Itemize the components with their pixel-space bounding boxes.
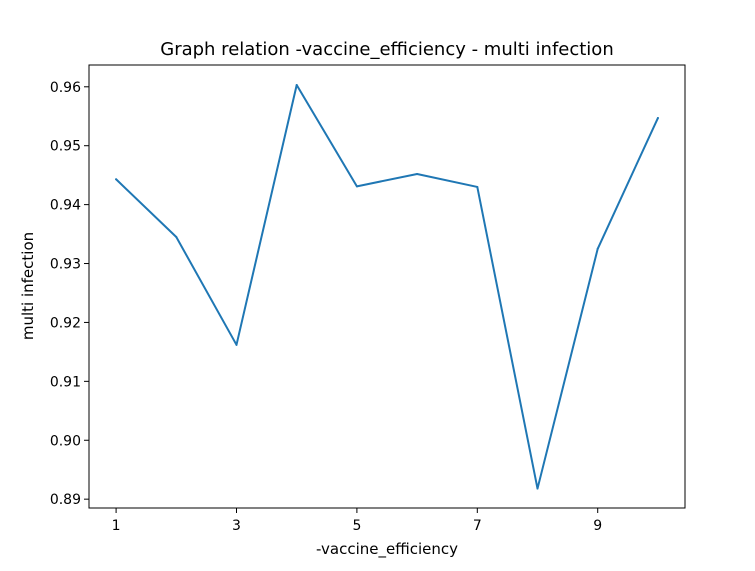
y-tick-label: 0.93 [50, 257, 81, 273]
y-tick-label: 0.91 [50, 374, 81, 390]
series-line [115, 84, 659, 490]
x-tick-label: 7 [473, 518, 482, 534]
y-axis: 0.89 0.90 0.91 0.92 0.93 0.94 0.95 0.96 [50, 80, 89, 508]
data-point [416, 172, 419, 175]
x-tick-label: 5 [352, 518, 361, 534]
data-point [295, 84, 298, 87]
y-tick-label: 0.90 [50, 433, 81, 449]
y-axis-label: multi infection [19, 232, 37, 340]
data-point [115, 178, 118, 181]
plot-area [88, 64, 686, 509]
y-tick-label: 0.94 [50, 198, 81, 214]
x-axis-label: -vaccine_efficiency [316, 540, 458, 559]
y-tick-label: 0.89 [50, 492, 81, 508]
y-tick-label: 0.96 [50, 80, 81, 96]
series-layer [115, 84, 659, 490]
x-tick-label: 1 [112, 518, 121, 534]
data-point [235, 343, 238, 346]
data-point [596, 247, 599, 250]
chart-title: Graph relation -vaccine_efficiency - mul… [160, 39, 613, 60]
data-point [656, 117, 659, 120]
data-point [355, 185, 358, 188]
y-tick-label: 0.92 [50, 315, 81, 331]
x-tick-label: 9 [593, 518, 602, 534]
plot-frame [88, 64, 686, 509]
data-point [536, 487, 539, 490]
x-axis: 1 3 5 7 9 [112, 508, 602, 534]
data-point [476, 185, 479, 188]
y-tick-label: 0.95 [50, 139, 81, 155]
x-tick-label: 3 [232, 518, 241, 534]
data-point [175, 236, 178, 239]
